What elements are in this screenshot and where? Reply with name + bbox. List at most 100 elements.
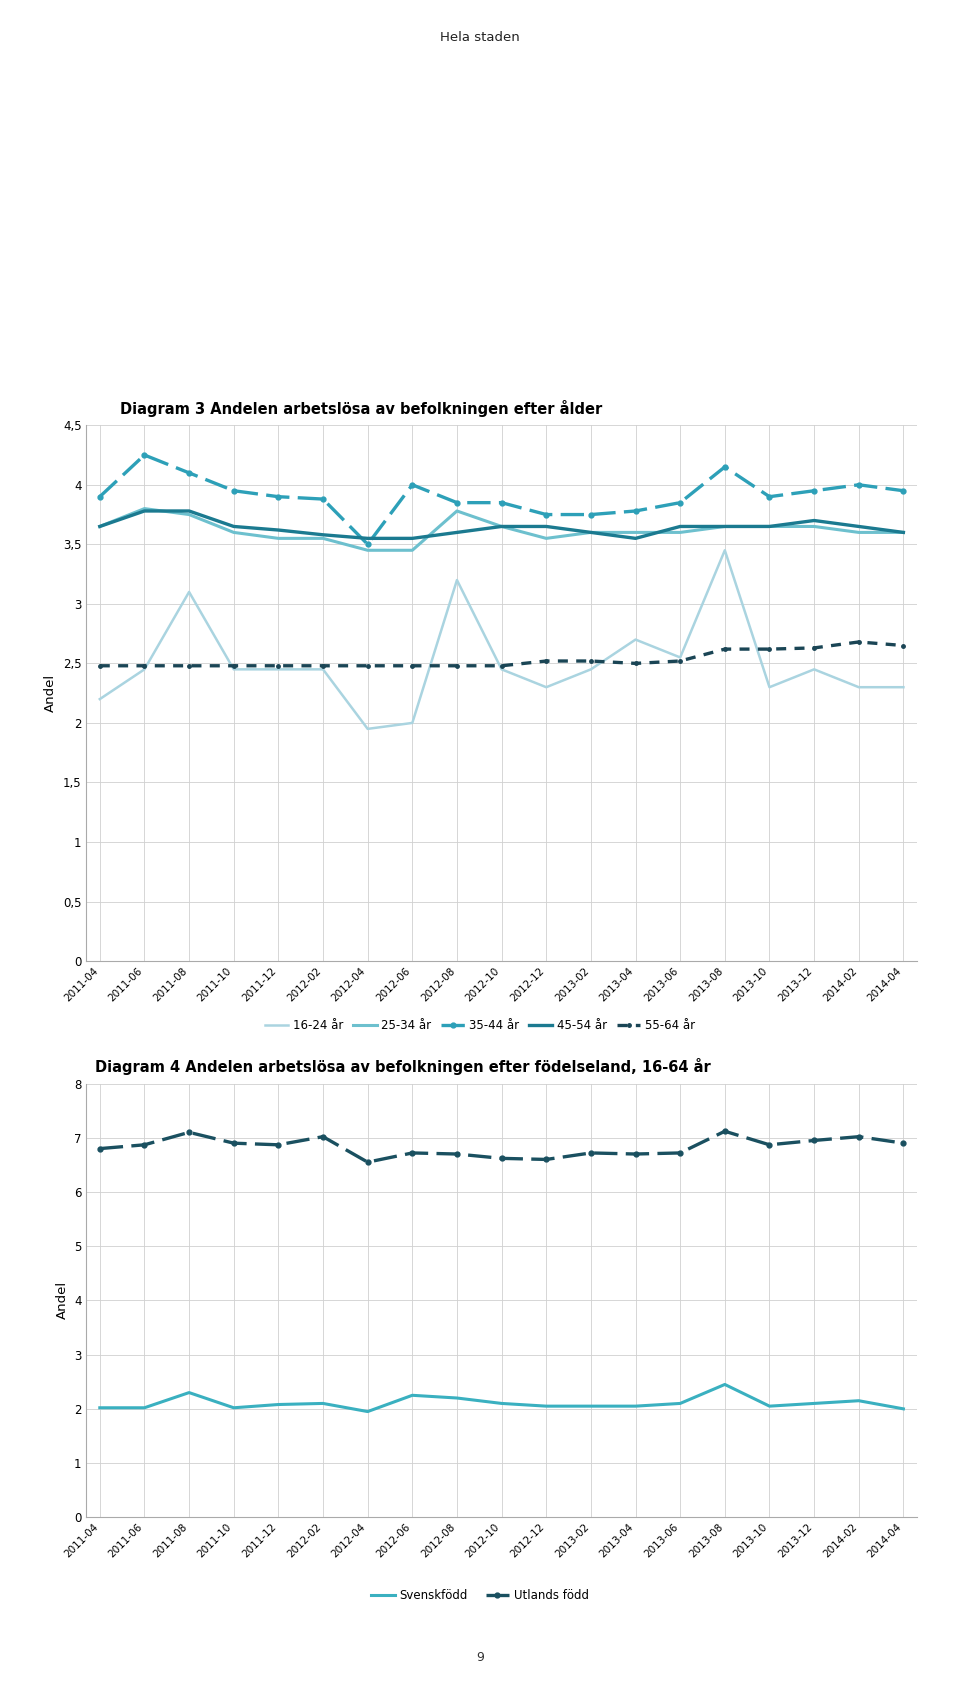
35-44 år — [898, 480, 909, 500]
Utlands född — [94, 1138, 106, 1158]
45-54 år — [495, 517, 507, 538]
Line: 16-24 år: 16-24 år — [100, 551, 903, 730]
55-64 år — [183, 655, 195, 675]
25-34 år — [540, 527, 552, 548]
45-54 år — [675, 517, 686, 538]
55-64 år — [273, 655, 284, 675]
Svenskfödd — [719, 1374, 731, 1395]
Utlands född — [540, 1150, 552, 1170]
Utlands född — [138, 1135, 150, 1155]
35-44 år — [586, 503, 597, 524]
Svenskfödd — [808, 1393, 820, 1414]
Y-axis label: Andel: Andel — [56, 1281, 68, 1320]
35-44 år — [451, 493, 463, 514]
55-64 år — [94, 655, 106, 675]
16-24 år — [362, 720, 373, 740]
55-64 år — [451, 655, 463, 675]
Svenskfödd — [273, 1395, 284, 1415]
45-54 år — [898, 522, 909, 543]
Svenskfödd — [586, 1397, 597, 1417]
Utlands född — [853, 1126, 865, 1146]
25-34 år — [138, 498, 150, 519]
Svenskfödd — [94, 1398, 106, 1419]
55-64 år — [898, 636, 909, 657]
35-44 år — [630, 500, 641, 521]
25-34 år — [719, 517, 731, 538]
55-64 år — [317, 655, 328, 675]
25-34 år — [317, 527, 328, 548]
35-44 år — [540, 503, 552, 524]
55-64 år — [764, 640, 776, 660]
25-34 år — [898, 522, 909, 543]
16-24 år — [94, 689, 106, 709]
Text: Diagram 3 Andelen arbetslösa av befolkningen efter ålder: Diagram 3 Andelen arbetslösa av befolkni… — [120, 400, 602, 417]
Utlands född — [183, 1123, 195, 1143]
16-24 år — [630, 629, 641, 650]
16-24 år — [228, 660, 239, 680]
35-44 år — [675, 493, 686, 514]
16-24 år — [138, 660, 150, 680]
55-64 år — [406, 655, 418, 675]
Utlands född — [362, 1152, 373, 1172]
Svenskfödd — [451, 1388, 463, 1408]
16-24 år — [183, 582, 195, 602]
Utlands född — [273, 1135, 284, 1155]
Svenskfödd — [495, 1393, 507, 1414]
55-64 år — [362, 655, 373, 675]
25-34 år — [183, 503, 195, 524]
35-44 år — [719, 456, 731, 476]
35-44 år — [273, 486, 284, 507]
45-54 år — [719, 517, 731, 538]
Svenskfödd — [898, 1398, 909, 1419]
16-24 år — [451, 570, 463, 590]
35-44 år — [853, 475, 865, 495]
Svenskfödd — [764, 1397, 776, 1417]
16-24 år — [853, 677, 865, 697]
35-44 år — [495, 493, 507, 514]
25-34 år — [228, 522, 239, 543]
45-54 år — [138, 500, 150, 521]
Utlands född — [317, 1126, 328, 1146]
25-34 år — [94, 517, 106, 538]
Utlands född — [764, 1135, 776, 1155]
25-34 år — [764, 517, 776, 538]
Line: Svenskfödd: Svenskfödd — [100, 1385, 903, 1412]
Text: 9: 9 — [476, 1650, 484, 1664]
25-34 år — [586, 522, 597, 543]
Utlands född — [228, 1133, 239, 1153]
Utlands född — [675, 1143, 686, 1163]
16-24 år — [540, 677, 552, 697]
Svenskfödd — [138, 1398, 150, 1419]
45-54 år — [228, 517, 239, 538]
Utlands född — [495, 1148, 507, 1169]
25-34 år — [362, 541, 373, 561]
Svenskfödd — [362, 1402, 373, 1422]
35-44 år — [228, 480, 239, 500]
35-44 år — [138, 446, 150, 466]
Svenskfödd — [228, 1398, 239, 1419]
45-54 år — [630, 527, 641, 548]
Utlands född — [808, 1129, 820, 1150]
35-44 år — [317, 488, 328, 509]
55-64 år — [495, 655, 507, 675]
25-34 år — [675, 522, 686, 543]
55-64 år — [540, 651, 552, 672]
16-24 år — [586, 660, 597, 680]
16-24 år — [719, 541, 731, 561]
35-44 år — [94, 486, 106, 507]
55-64 år — [586, 651, 597, 672]
35-44 år — [406, 475, 418, 495]
Y-axis label: Andel: Andel — [44, 674, 58, 713]
16-24 år — [317, 660, 328, 680]
45-54 år — [183, 500, 195, 521]
Utlands född — [898, 1133, 909, 1153]
Line: 25-34 år: 25-34 år — [100, 509, 903, 551]
Svenskfödd — [317, 1393, 328, 1414]
55-64 år — [228, 655, 239, 675]
Line: Utlands född: Utlands född — [97, 1129, 906, 1165]
Text: Hela staden: Hela staden — [440, 31, 520, 44]
25-34 år — [853, 522, 865, 543]
35-44 år — [183, 463, 195, 483]
45-54 år — [451, 522, 463, 543]
25-34 år — [406, 541, 418, 561]
